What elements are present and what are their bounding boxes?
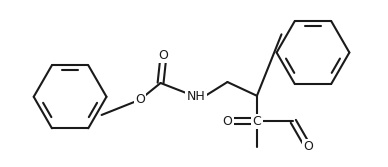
Text: O: O <box>303 140 313 153</box>
Text: O: O <box>135 93 145 106</box>
Text: C: C <box>253 115 261 128</box>
Text: O: O <box>159 49 168 62</box>
Text: O: O <box>222 115 232 128</box>
Text: NH: NH <box>187 90 205 103</box>
